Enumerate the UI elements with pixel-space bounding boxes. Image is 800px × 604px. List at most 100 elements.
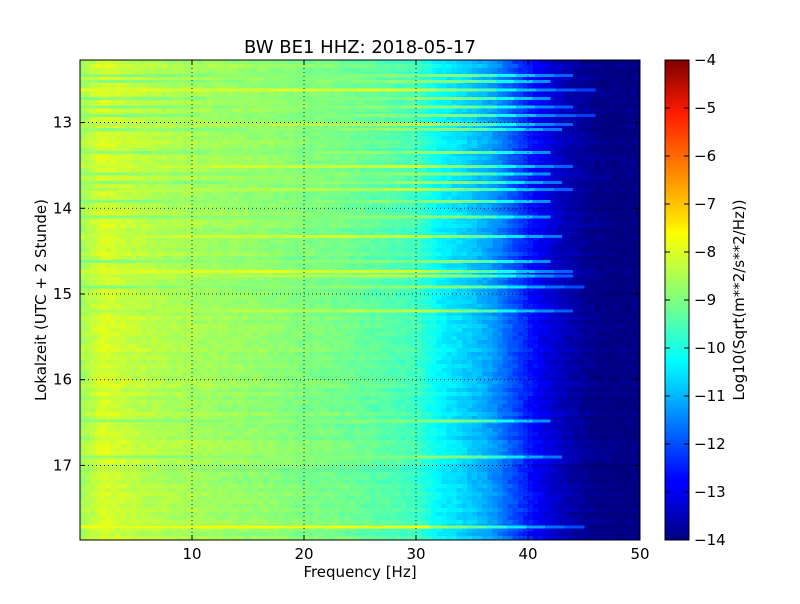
heatmap-cell — [115, 236, 122, 241]
heatmap-cell — [416, 132, 422, 137]
heatmap-cell — [538, 148, 544, 153]
heatmap-cell — [410, 60, 417, 65]
heatmap-cell — [472, 108, 478, 113]
heatmap-cell — [227, 152, 234, 157]
heatmap-cell — [253, 212, 259, 217]
heatmap-cell — [533, 144, 539, 149]
heatmap-cell — [161, 152, 168, 157]
heatmap-cell — [354, 212, 361, 217]
heatmap-cell — [365, 100, 371, 105]
heatmap-cell — [477, 168, 483, 173]
heatmap-cell — [609, 84, 616, 89]
heatmap-cell — [202, 196, 208, 201]
heatmap-cell — [426, 220, 432, 225]
heatmap-cell — [492, 156, 499, 161]
heatmap-cell — [329, 64, 336, 69]
heatmap-cell — [237, 208, 244, 213]
heatmap-cell — [385, 92, 392, 97]
heatmap-cell — [380, 176, 387, 181]
heatmap-cell — [436, 108, 443, 113]
heatmap-cell — [298, 68, 305, 73]
heatmap-cell — [410, 204, 417, 209]
heatmap-cell — [441, 156, 448, 161]
heatmap-cell — [416, 176, 422, 181]
heatmap-cell — [90, 160, 96, 165]
heatmap-cell — [248, 148, 254, 153]
heatmap-cell — [558, 80, 565, 85]
heatmap-cell — [192, 152, 198, 157]
heatmap-cell — [599, 148, 605, 153]
heatmap-cell — [395, 100, 402, 105]
heatmap-cell — [217, 212, 224, 217]
heatmap-cell — [599, 228, 605, 233]
heatmap-cell — [197, 160, 203, 165]
heatmap-cell — [273, 160, 280, 165]
heatmap-cell — [507, 212, 514, 217]
heatmap-cell — [426, 176, 432, 181]
heatmap-cell — [100, 212, 107, 217]
heatmap-cell — [146, 192, 152, 197]
heatmap-cell — [354, 160, 361, 165]
heatmap-cell — [212, 148, 219, 153]
heatmap-cell — [634, 104, 640, 109]
heatmap-cell — [629, 144, 636, 149]
heatmap-cell — [186, 196, 193, 201]
heatmap-cell — [522, 220, 529, 225]
heatmap-cell — [105, 236, 112, 241]
heatmap-cell — [614, 236, 621, 241]
heatmap-cell — [130, 152, 137, 157]
heatmap-cell — [390, 236, 397, 241]
heatmap-cell — [517, 64, 524, 69]
heatmap-cell — [80, 136, 86, 141]
heatmap-cell — [80, 212, 86, 217]
heatmap-cell — [441, 168, 448, 173]
heatmap-cell — [253, 132, 259, 137]
heatmap-cell — [517, 60, 524, 65]
heatmap-cell — [604, 156, 611, 161]
heatmap-cell — [227, 60, 234, 65]
heatmap-cell — [573, 84, 580, 89]
heatmap-cell — [380, 192, 387, 197]
heatmap-cell — [120, 240, 127, 245]
heatmap-cell — [477, 84, 483, 89]
heatmap-cell — [522, 224, 529, 229]
heatmap-cell — [472, 92, 478, 97]
heatmap-cell — [410, 184, 417, 189]
heatmap-cell — [212, 132, 219, 137]
heatmap-cell — [410, 152, 417, 157]
heatmap-cell — [258, 108, 264, 113]
heatmap-cell — [166, 108, 173, 113]
heatmap-cell — [578, 92, 585, 97]
heatmap-cell — [258, 60, 264, 65]
heatmap-cell — [405, 152, 412, 157]
heatmap-cell — [263, 68, 269, 73]
heatmap-cell — [110, 156, 117, 161]
heatmap-cell — [502, 212, 509, 217]
heatmap-cell — [344, 168, 351, 173]
heatmap-cell — [604, 136, 611, 141]
heatmap-cell — [436, 64, 443, 69]
heatmap-cell — [258, 160, 264, 165]
heatmap-cell — [451, 224, 458, 229]
heatmap-cell — [222, 116, 229, 121]
heatmap-cell — [619, 156, 626, 161]
heatmap-cell — [502, 220, 509, 225]
heatmap-cell — [354, 64, 361, 69]
heatmap-cell — [497, 212, 504, 217]
heatmap-cell — [192, 100, 198, 105]
heatmap-cell — [456, 92, 463, 97]
heatmap-cell — [293, 64, 300, 69]
heatmap-cell — [604, 108, 611, 113]
heatmap-cell — [533, 208, 539, 213]
heatmap-cell — [426, 224, 432, 229]
heatmap-cell — [242, 208, 249, 213]
heatmap-cell — [202, 144, 208, 149]
heatmap-cell — [492, 100, 499, 105]
heatmap-cell — [380, 84, 387, 89]
heatmap-cell — [181, 204, 188, 209]
heatmap-cell — [538, 68, 544, 73]
heatmap-cell — [120, 92, 127, 97]
heatmap-cell — [619, 60, 626, 65]
heatmap-cell — [237, 152, 244, 157]
heatmap-cell — [578, 100, 585, 105]
